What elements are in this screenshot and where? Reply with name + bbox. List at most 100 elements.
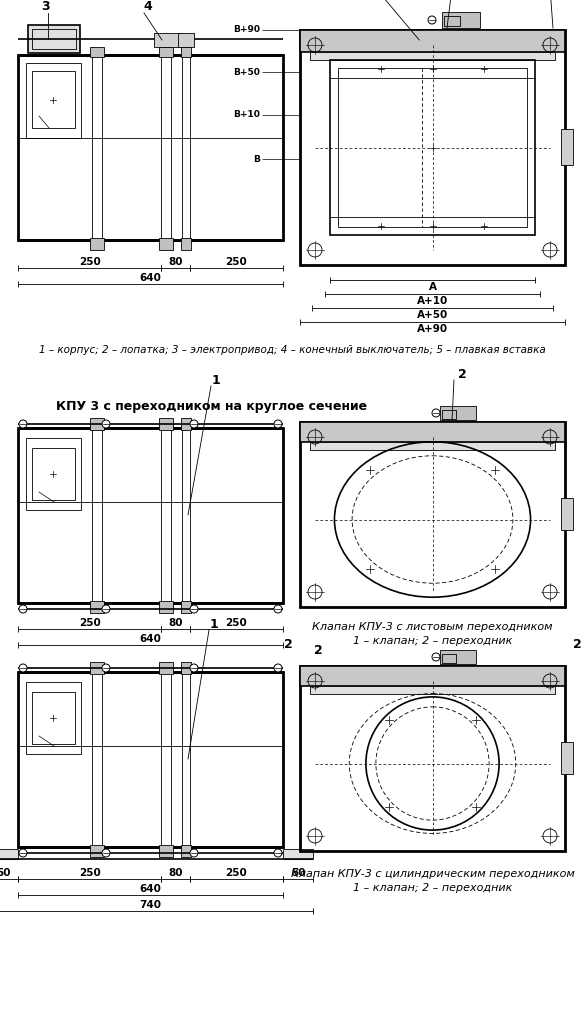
Bar xyxy=(159,601,173,613)
Bar xyxy=(442,654,456,663)
Bar xyxy=(310,686,555,694)
Bar xyxy=(0,849,18,859)
Text: B: B xyxy=(253,155,260,164)
Text: B+50: B+50 xyxy=(233,68,260,77)
Bar xyxy=(310,52,555,60)
Bar xyxy=(32,692,75,744)
Text: A+50: A+50 xyxy=(417,310,448,319)
Bar xyxy=(330,60,535,234)
Text: 80: 80 xyxy=(168,257,183,267)
Text: 1 – клапан; 2 – переходник: 1 – клапан; 2 – переходник xyxy=(353,636,512,646)
Circle shape xyxy=(190,849,198,857)
Text: 1 – корпус; 2 – лопатка; 3 – электропривод; 4 – конечный выключатель; 5 – плавка: 1 – корпус; 2 – лопатка; 3 – электроприв… xyxy=(39,345,545,355)
Text: 640: 640 xyxy=(140,884,161,894)
Text: 2: 2 xyxy=(573,638,582,650)
Bar xyxy=(159,47,173,57)
Bar xyxy=(300,422,565,442)
Bar xyxy=(32,449,75,500)
Bar xyxy=(561,129,573,165)
Bar xyxy=(28,25,80,53)
Bar xyxy=(181,238,191,250)
Bar xyxy=(300,666,565,686)
Text: 250: 250 xyxy=(225,868,248,878)
Circle shape xyxy=(274,664,282,672)
Bar xyxy=(159,662,173,674)
Text: 80: 80 xyxy=(168,868,183,878)
Circle shape xyxy=(19,420,27,428)
Bar xyxy=(90,601,104,613)
Text: Клапан КПУ-3 с цилиндрическим переходником: Клапан КПУ-3 с цилиндрическим переходник… xyxy=(291,869,575,879)
Text: 2: 2 xyxy=(284,638,293,650)
Bar xyxy=(181,662,191,674)
Text: 1 – клапан; 2 – переходник: 1 – клапан; 2 – переходник xyxy=(353,883,512,893)
Bar xyxy=(182,672,190,847)
Bar xyxy=(18,428,283,603)
Circle shape xyxy=(432,653,440,662)
Text: 250: 250 xyxy=(79,618,100,628)
Bar xyxy=(92,55,102,240)
Text: КПУ 3 с переходником на круглое сечение: КПУ 3 с переходником на круглое сечение xyxy=(57,400,367,413)
Bar xyxy=(561,498,573,530)
Bar xyxy=(440,650,476,664)
Circle shape xyxy=(432,409,440,417)
Bar xyxy=(18,672,283,847)
Bar xyxy=(300,30,565,52)
Bar xyxy=(310,442,555,450)
Circle shape xyxy=(190,664,198,672)
Bar xyxy=(182,55,190,240)
Circle shape xyxy=(428,16,436,24)
Text: 250: 250 xyxy=(79,868,100,878)
Bar xyxy=(159,238,173,250)
Bar xyxy=(182,428,190,603)
Circle shape xyxy=(190,420,198,428)
Text: 640: 640 xyxy=(140,273,161,283)
Text: 250: 250 xyxy=(79,257,100,267)
Text: 3: 3 xyxy=(41,0,50,13)
Bar xyxy=(26,63,81,138)
Bar xyxy=(338,68,527,227)
Bar xyxy=(181,845,191,857)
Bar xyxy=(161,428,171,603)
Text: B+90: B+90 xyxy=(233,26,260,35)
Bar xyxy=(154,33,182,47)
Circle shape xyxy=(102,605,110,613)
Bar xyxy=(283,849,313,859)
Bar xyxy=(92,672,102,847)
Circle shape xyxy=(274,849,282,857)
Text: 80: 80 xyxy=(168,618,183,628)
Bar xyxy=(32,71,75,128)
Text: 50: 50 xyxy=(0,868,11,878)
Bar xyxy=(161,672,171,847)
Bar xyxy=(300,422,565,607)
Circle shape xyxy=(19,664,27,672)
Text: A+10: A+10 xyxy=(417,296,448,306)
Text: 1: 1 xyxy=(210,617,218,631)
Circle shape xyxy=(102,849,110,857)
Bar xyxy=(442,12,480,28)
Bar xyxy=(90,47,104,57)
Circle shape xyxy=(190,605,198,613)
Bar xyxy=(442,410,456,419)
Circle shape xyxy=(274,605,282,613)
Text: A: A xyxy=(429,282,436,292)
Bar xyxy=(300,30,565,265)
Text: 250: 250 xyxy=(225,618,248,628)
Bar xyxy=(444,16,460,26)
Bar xyxy=(92,428,102,603)
Bar xyxy=(159,845,173,857)
Bar xyxy=(90,662,104,674)
Text: 740: 740 xyxy=(140,900,162,910)
Circle shape xyxy=(19,849,27,857)
Text: 4: 4 xyxy=(144,0,152,13)
Bar xyxy=(178,33,194,47)
Bar xyxy=(181,47,191,57)
Bar xyxy=(26,682,81,754)
Circle shape xyxy=(274,420,282,428)
Bar xyxy=(90,238,104,250)
Text: 50: 50 xyxy=(291,868,305,878)
Circle shape xyxy=(102,420,110,428)
Bar xyxy=(18,55,283,240)
Circle shape xyxy=(19,605,27,613)
Bar xyxy=(159,418,173,430)
Text: 640: 640 xyxy=(140,634,161,644)
